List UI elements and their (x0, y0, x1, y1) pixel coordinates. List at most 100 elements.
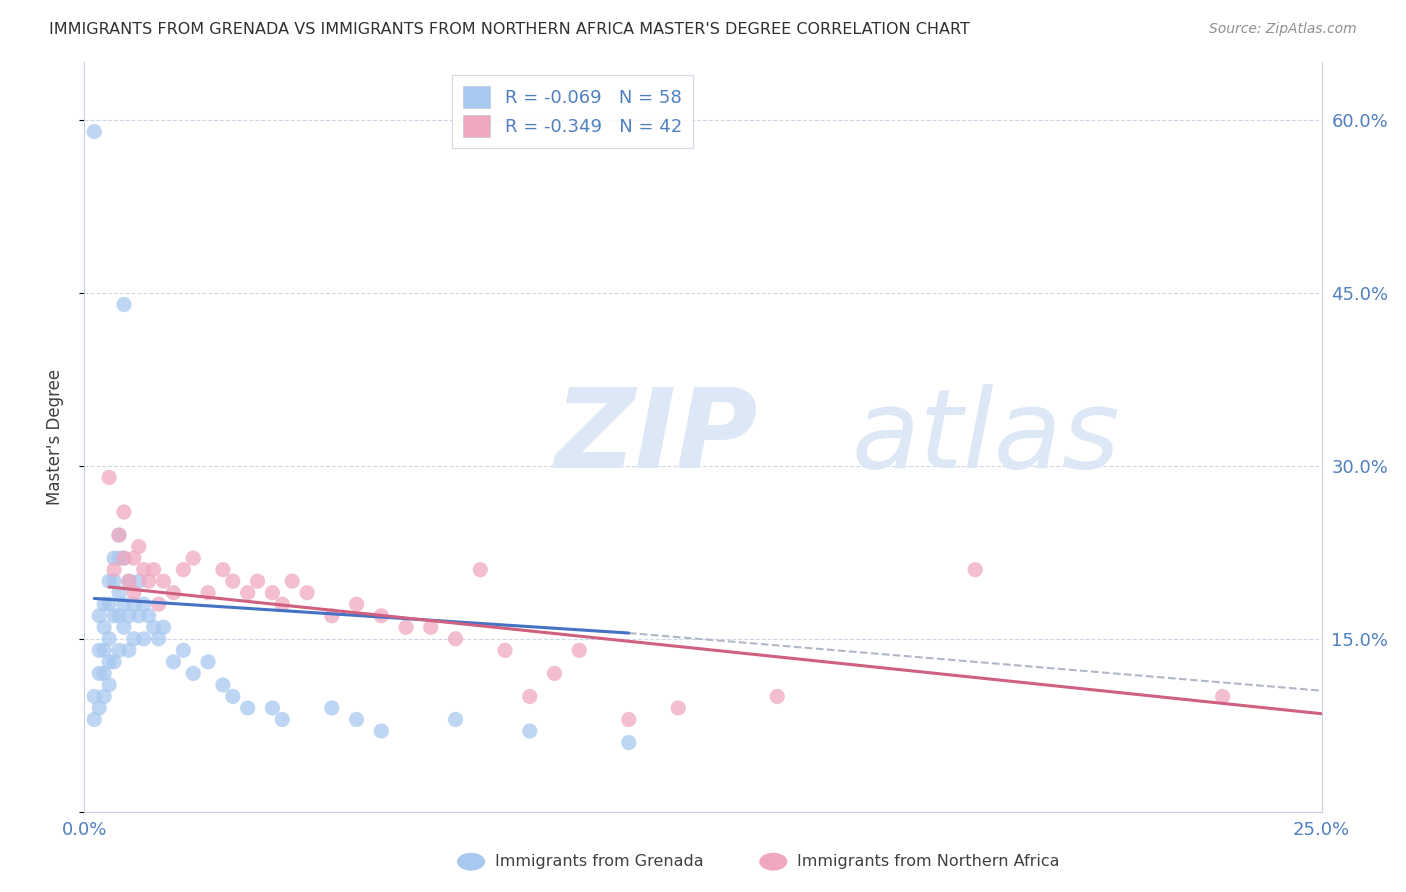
Point (197, 585, 219, 599)
Point (666, 701, 689, 715)
Point (152, 620, 174, 634)
Point (89, 643, 111, 657)
Legend: R = -0.069   N = 58, R = -0.349   N = 42: R = -0.069 N = 58, R = -0.349 N = 42 (453, 75, 693, 148)
Point (122, 551, 145, 566)
Point (346, 713, 368, 727)
Point (98, 574, 121, 589)
Point (93, 690, 115, 704)
Point (103, 608, 125, 623)
Point (181, 551, 204, 566)
Point (89, 701, 111, 715)
Text: atlas: atlas (852, 384, 1121, 491)
Point (172, 563, 194, 577)
Point (108, 551, 131, 566)
Point (321, 608, 343, 623)
Point (89, 666, 111, 681)
Text: ZIP: ZIP (554, 384, 758, 491)
Point (108, 585, 131, 599)
Point (246, 574, 269, 589)
Point (262, 585, 284, 599)
Point (112, 597, 135, 611)
Point (222, 690, 245, 704)
Text: Source: ZipAtlas.com: Source: ZipAtlas.com (1209, 22, 1357, 37)
Text: Immigrants from Northern Africa: Immigrants from Northern Africa (797, 855, 1060, 869)
Point (83, 713, 105, 727)
Point (93, 643, 115, 657)
Point (98, 655, 121, 669)
Point (103, 551, 125, 566)
Point (103, 563, 125, 577)
Point (281, 574, 304, 589)
Point (494, 643, 516, 657)
Point (197, 655, 219, 669)
Point (98, 597, 121, 611)
Point (93, 597, 115, 611)
Point (444, 632, 467, 646)
Point (162, 655, 184, 669)
Point (128, 608, 150, 623)
Point (519, 724, 541, 739)
Point (222, 574, 245, 589)
Point (271, 597, 294, 611)
Point (98, 470, 121, 484)
Point (103, 574, 125, 589)
Point (132, 632, 155, 646)
Point (108, 643, 131, 657)
Point (89, 608, 111, 623)
Point (419, 620, 441, 634)
Point (271, 713, 294, 727)
Point (138, 574, 160, 589)
Point (470, 563, 492, 577)
Point (118, 643, 141, 657)
Point (83, 125, 105, 139)
Point (172, 643, 194, 657)
Point (395, 620, 418, 634)
Point (370, 608, 392, 623)
Point (543, 666, 565, 681)
Point (212, 678, 235, 692)
Point (132, 597, 155, 611)
Point (370, 724, 392, 739)
Point (98, 678, 121, 692)
Point (138, 608, 160, 623)
Point (132, 563, 155, 577)
Point (122, 597, 145, 611)
Point (112, 620, 135, 634)
Point (108, 528, 131, 542)
Point (236, 585, 259, 599)
Point (766, 690, 789, 704)
Point (112, 551, 135, 566)
Point (1212, 690, 1234, 704)
Point (108, 528, 131, 542)
Point (346, 597, 368, 611)
Y-axis label: Master's Degree: Master's Degree (45, 369, 63, 505)
Point (142, 620, 165, 634)
Point (128, 574, 150, 589)
Point (118, 574, 141, 589)
Point (148, 597, 170, 611)
Point (128, 540, 150, 554)
Point (236, 701, 259, 715)
Point (112, 297, 135, 311)
Point (162, 585, 184, 599)
Point (965, 563, 987, 577)
Point (122, 632, 145, 646)
Point (93, 666, 115, 681)
Point (98, 632, 121, 646)
Point (112, 551, 135, 566)
Point (112, 505, 135, 519)
Text: Immigrants from Grenada: Immigrants from Grenada (495, 855, 703, 869)
Point (108, 608, 131, 623)
Point (444, 713, 467, 727)
Point (617, 713, 640, 727)
Point (152, 574, 174, 589)
Point (568, 643, 591, 657)
Point (142, 563, 165, 577)
Point (321, 701, 343, 715)
Point (519, 690, 541, 704)
Point (148, 632, 170, 646)
Point (617, 735, 640, 749)
Text: IMMIGRANTS FROM GRENADA VS IMMIGRANTS FROM NORTHERN AFRICA MASTER'S DEGREE CORRE: IMMIGRANTS FROM GRENADA VS IMMIGRANTS FR… (49, 22, 970, 37)
Point (262, 701, 284, 715)
Point (118, 608, 141, 623)
